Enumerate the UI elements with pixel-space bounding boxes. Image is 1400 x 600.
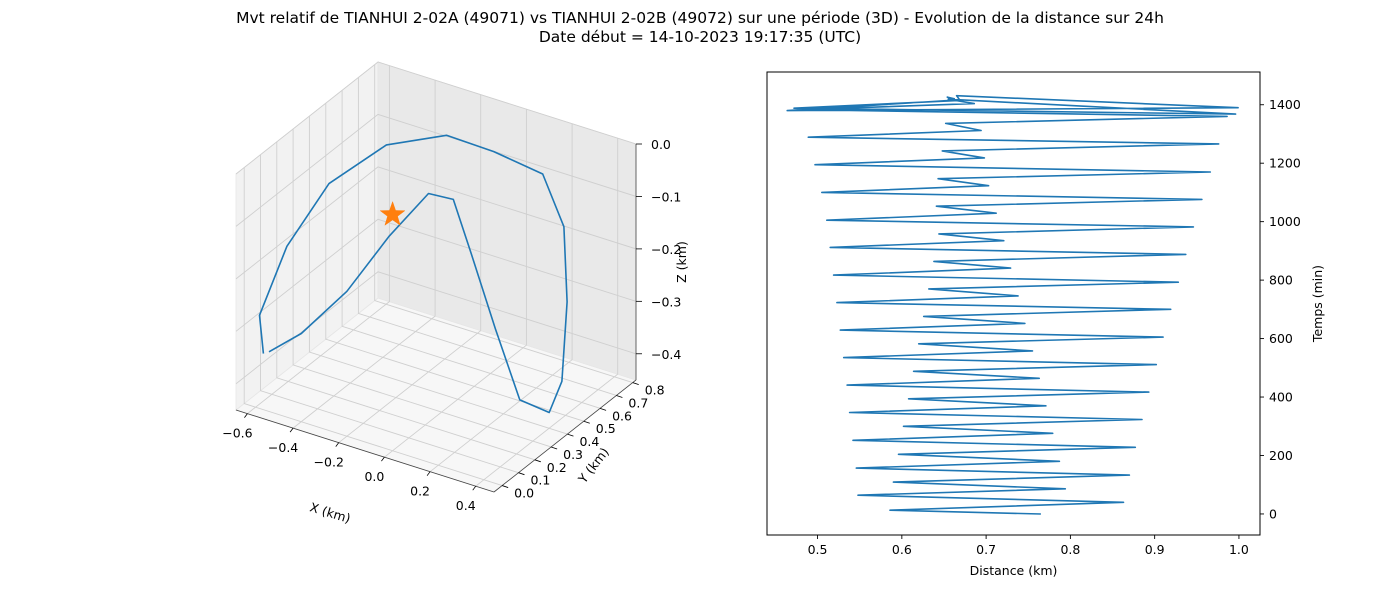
y-tick <box>534 459 541 463</box>
z-tick-label: −0.2 <box>651 242 681 257</box>
y-tick-label: 0.2 <box>547 460 567 475</box>
z-tick-label: −0.4 <box>651 347 681 362</box>
y-tick <box>550 446 558 450</box>
y-tick-label: 0.8 <box>645 383 665 398</box>
x-axis-label: X (km) <box>308 499 352 526</box>
y-tick-label: 0.7 <box>628 395 648 410</box>
grid-line-z <box>235 166 637 280</box>
x-tick <box>289 427 294 433</box>
grid-line-y <box>374 64 633 384</box>
y-tick-label: 0.6 <box>612 408 632 423</box>
grid-line-y <box>308 116 568 435</box>
x-tick-label: −0.4 <box>268 440 298 455</box>
x-tick <box>381 456 385 462</box>
y-tick-label: 200 <box>1269 448 1293 463</box>
x-tick-label: 0.7 <box>976 542 996 557</box>
x-tick <box>426 471 431 476</box>
x-tick <box>472 485 477 491</box>
grid-line-y <box>260 154 519 474</box>
grid-line-x <box>384 109 527 458</box>
y-tick-label: 600 <box>1269 331 1293 346</box>
x-tick-label: 0.4 <box>456 498 476 513</box>
x-tick <box>244 413 248 418</box>
y-tick-label: 0 <box>1269 506 1277 521</box>
y-tick-label: 0.0 <box>514 486 534 501</box>
y-tick-label: 1200 <box>1269 156 1301 171</box>
y-tick-label: 0.1 <box>530 473 550 488</box>
x-tick-label: −0.2 <box>314 455 344 470</box>
y-tick <box>616 395 623 398</box>
x-axis-line <box>235 409 495 493</box>
y-tick-label: 1400 <box>1269 97 1301 112</box>
grid-line-z <box>235 61 637 175</box>
x-tick-label: 1.0 <box>1229 542 1249 557</box>
z-tick-label: −0.1 <box>651 189 681 204</box>
grid-line-y <box>325 103 584 422</box>
y-tick-label: 800 <box>1269 273 1293 288</box>
figure-title: Mvt relatif de TIANHUI 2-02A (49071) vs … <box>0 9 1400 47</box>
chart-3d-trajectory: −0.6−0.4−0.20.00.20.40.00.10.20.30.40.50… <box>222 61 689 526</box>
x-tick-label: 0.5 <box>808 542 828 557</box>
y-tick-label: 0.4 <box>579 434 599 449</box>
y-tick <box>567 433 574 437</box>
x-tick-label: 0.6 <box>892 542 912 557</box>
x-tick-label: 0.2 <box>410 484 430 499</box>
x-tick <box>335 442 340 447</box>
trajectory-line <box>258 134 568 414</box>
y-tick <box>599 407 607 411</box>
y-axis-line <box>493 379 637 493</box>
title-line-2: Date début = 14-10-2023 19:17:35 (UTC) <box>538 28 862 46</box>
y-tick-label: 0.5 <box>596 421 616 436</box>
x-tick-label: 0.0 <box>364 469 384 484</box>
grid-line-x <box>292 80 436 429</box>
x-tick-label: −0.6 <box>222 426 252 441</box>
title-line-1: Mvt relatif de TIANHUI 2-02A (49071) vs … <box>236 9 1164 27</box>
grid-line-y <box>276 141 535 461</box>
chart-distance-vs-time: 0.5 0.6 0.7 0.8 0.9 1.0 0 200 400 600 800 1000 1200 1… <box>766 71 1325 578</box>
distance-series-line <box>786 94 1239 515</box>
grid-line-z <box>235 271 637 385</box>
grid-line-z <box>235 218 637 332</box>
origin-star-marker <box>379 200 406 226</box>
grid-line-x <box>338 94 482 444</box>
z-axis-label: Z (km) <box>674 241 689 283</box>
plot-frame <box>766 71 1261 536</box>
y-axis-label: Temps (min) <box>1310 265 1325 343</box>
x-tick-label: 0.9 <box>1145 542 1165 557</box>
y-tick <box>518 472 525 476</box>
x-axis-label: Distance (km) <box>970 563 1058 578</box>
grid-line-x <box>475 138 619 487</box>
x-tick-label: 0.8 <box>1060 542 1080 557</box>
z-tick-label: −0.3 <box>651 294 681 309</box>
y-tick <box>583 420 590 424</box>
y-tick <box>632 382 639 385</box>
y-tick <box>502 485 509 488</box>
y-tick-label: 0.3 <box>563 447 583 462</box>
grid-line-z <box>235 113 637 227</box>
grid-line-y <box>357 77 617 396</box>
grid-line-x <box>429 123 573 473</box>
y-tick-label: 1000 <box>1269 214 1301 229</box>
grid-line-y <box>243 167 503 487</box>
y-tick-label: 400 <box>1269 390 1293 405</box>
z-tick-label: 0.0 <box>651 137 671 152</box>
grid-line-y <box>292 128 552 448</box>
